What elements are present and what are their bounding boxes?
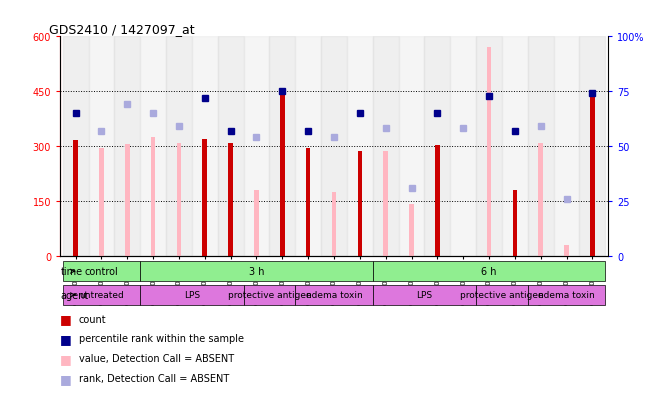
Text: time: time bbox=[61, 266, 83, 277]
Bar bbox=[228, 144, 233, 256]
Bar bbox=[528, 285, 605, 305]
Bar bbox=[357, 151, 362, 256]
Bar bbox=[383, 151, 388, 256]
Text: LPS: LPS bbox=[184, 291, 200, 299]
Bar bbox=[476, 285, 528, 305]
Bar bbox=[218, 37, 244, 256]
Bar bbox=[373, 285, 476, 305]
Bar bbox=[151, 138, 156, 256]
Bar bbox=[476, 37, 502, 256]
Bar bbox=[373, 37, 399, 256]
Bar bbox=[347, 37, 373, 256]
Bar bbox=[512, 190, 517, 256]
Text: percentile rank within the sample: percentile rank within the sample bbox=[79, 334, 244, 344]
Text: edema toxin: edema toxin bbox=[306, 291, 362, 299]
Bar bbox=[140, 285, 244, 305]
Bar bbox=[424, 37, 450, 256]
Bar bbox=[321, 37, 347, 256]
Text: ■: ■ bbox=[60, 332, 72, 345]
Text: ■: ■ bbox=[60, 352, 72, 365]
Bar bbox=[202, 139, 207, 256]
Text: count: count bbox=[79, 314, 106, 324]
Text: agent: agent bbox=[61, 290, 89, 300]
Bar bbox=[538, 144, 543, 256]
Bar bbox=[295, 285, 373, 305]
Text: rank, Detection Call = ABSENT: rank, Detection Call = ABSENT bbox=[79, 373, 229, 383]
Bar bbox=[280, 92, 285, 256]
Text: protective antigen: protective antigen bbox=[228, 291, 311, 299]
Bar bbox=[332, 192, 336, 256]
Text: value, Detection Call = ABSENT: value, Detection Call = ABSENT bbox=[79, 354, 234, 363]
Bar bbox=[63, 285, 140, 305]
Bar bbox=[502, 37, 528, 256]
Bar bbox=[373, 261, 605, 282]
Bar bbox=[450, 37, 476, 256]
Bar bbox=[63, 37, 89, 256]
Bar bbox=[244, 285, 295, 305]
Text: control: control bbox=[85, 266, 118, 277]
Bar bbox=[114, 37, 140, 256]
Bar bbox=[554, 37, 579, 256]
Text: untreated: untreated bbox=[79, 291, 124, 299]
Bar bbox=[176, 144, 181, 256]
Text: ■: ■ bbox=[60, 372, 72, 385]
Bar bbox=[399, 37, 424, 256]
Bar bbox=[254, 190, 259, 256]
Bar bbox=[435, 145, 440, 256]
Text: protective antigen: protective antigen bbox=[460, 291, 544, 299]
Bar bbox=[579, 37, 605, 256]
Bar bbox=[244, 37, 269, 256]
Bar bbox=[192, 37, 218, 256]
Bar bbox=[590, 93, 595, 256]
Bar bbox=[528, 37, 554, 256]
Text: 3 h: 3 h bbox=[248, 266, 265, 277]
Bar bbox=[295, 37, 321, 256]
Bar bbox=[166, 37, 192, 256]
Text: ■: ■ bbox=[60, 312, 72, 325]
Bar bbox=[140, 261, 373, 282]
Bar bbox=[125, 145, 130, 256]
Text: LPS: LPS bbox=[416, 291, 432, 299]
Bar bbox=[99, 148, 104, 256]
Bar bbox=[140, 37, 166, 256]
Bar bbox=[89, 37, 114, 256]
Bar bbox=[73, 141, 78, 256]
Bar bbox=[487, 48, 492, 256]
Bar bbox=[63, 261, 140, 282]
Bar bbox=[269, 37, 295, 256]
Text: GDS2410 / 1427097_at: GDS2410 / 1427097_at bbox=[49, 23, 195, 36]
Bar bbox=[564, 246, 569, 256]
Text: 6 h: 6 h bbox=[481, 266, 497, 277]
Text: edema toxin: edema toxin bbox=[538, 291, 595, 299]
Bar bbox=[306, 148, 311, 256]
Bar bbox=[409, 205, 414, 256]
